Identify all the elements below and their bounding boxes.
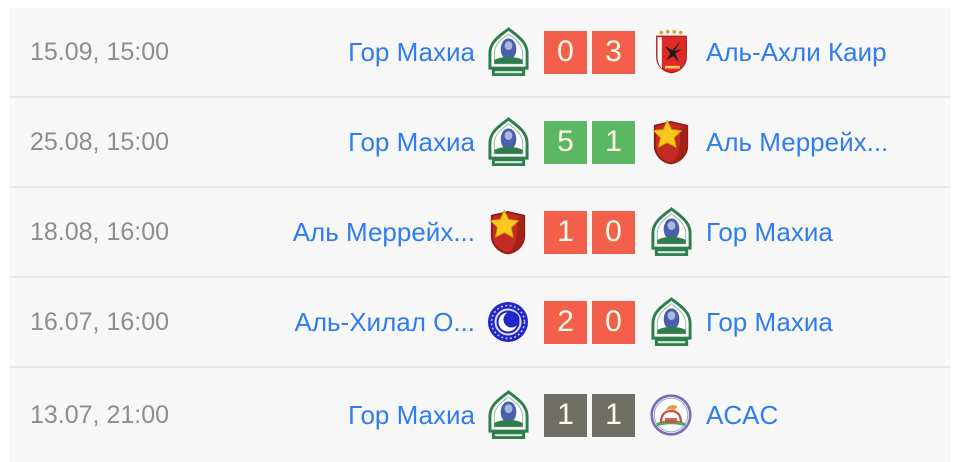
home-team-cell: Гор Махиа (182, 116, 531, 168)
away-team-name[interactable]: Гор Махиа (706, 306, 833, 337)
away-score: 1 (592, 120, 635, 164)
away-team-name[interactable]: Аль-Ахли Каир (706, 36, 887, 67)
away-team-name[interactable]: Гор Махиа (706, 216, 833, 247)
home-score: 2 (544, 300, 587, 344)
home-team-cell: Аль-Хилал О... (182, 296, 531, 348)
gor-mahia-logo-icon[interactable] (648, 296, 694, 348)
home-team-name[interactable]: Аль-Хилал О... (294, 306, 475, 337)
al-merrikh-logo-icon[interactable] (485, 206, 531, 258)
gor-mahia-logo-icon[interactable] (485, 389, 531, 441)
match-row[interactable]: 13.07, 21:00 Гор Махиа 1 1 ACAC (10, 368, 950, 462)
away-team-cell: Гор Махиа (648, 296, 950, 348)
match-row[interactable]: 25.08, 15:00 Гор Махиа 5 1 Аль Меррейх..… (10, 98, 950, 188)
gor-mahia-logo-icon[interactable] (485, 116, 531, 168)
home-team-name[interactable]: Гор Махиа (348, 399, 475, 430)
home-score: 1 (544, 393, 587, 437)
home-team-cell: Гор Махиа (182, 389, 531, 441)
score-cell: 2 0 (544, 300, 635, 344)
score-cell: 5 1 (544, 120, 635, 164)
home-team-name[interactable]: Гор Махиа (348, 36, 475, 67)
away-score: 3 (592, 30, 635, 74)
match-row[interactable]: 18.08, 16:00 Аль Меррейх... 1 0 Гор Махи… (10, 188, 950, 278)
home-team-name[interactable]: Гор Махиа (348, 126, 475, 157)
match-date: 25.08, 15:00 (30, 127, 170, 156)
home-team-cell: Аль Меррейх... (182, 206, 531, 258)
away-team-cell: Гор Махиа (648, 206, 950, 258)
gor-mahia-logo-icon[interactable] (485, 26, 531, 78)
match-list: 15.09, 15:00 Гор Махиа 0 3 Аль-Ахли Каир… (10, 8, 950, 462)
away-team-name[interactable]: Аль Меррейх... (706, 126, 889, 157)
al-merrikh-logo-icon[interactable] (648, 116, 694, 168)
match-date: 18.08, 16:00 (30, 217, 170, 246)
match-date: 13.07, 21:00 (30, 400, 170, 429)
score-cell: 0 3 (544, 30, 635, 74)
match-date: 16.07, 16:00 (30, 307, 170, 336)
score-cell: 1 1 (544, 393, 635, 437)
match-row[interactable]: 16.07, 16:00 Аль-Хилал О... 2 0 Гор Махи… (10, 278, 950, 368)
home-team-cell: Гор Махиа (182, 26, 531, 78)
home-team-name[interactable]: Аль Меррейх... (292, 216, 475, 247)
away-score: 0 (592, 300, 635, 344)
acac-logo-icon[interactable] (648, 389, 694, 441)
away-team-cell: Аль Меррейх... (648, 116, 950, 168)
score-cell: 1 0 (544, 210, 635, 254)
away-score: 1 (592, 393, 635, 437)
al-ahly-logo-icon[interactable] (648, 26, 694, 78)
gor-mahia-logo-icon[interactable] (648, 206, 694, 258)
away-team-cell: Аль-Ахли Каир (648, 26, 950, 78)
home-score: 5 (544, 120, 587, 164)
match-date: 15.09, 15:00 (30, 37, 170, 66)
away-team-name[interactable]: ACAC (706, 399, 779, 430)
away-team-cell: ACAC (648, 389, 950, 441)
match-row[interactable]: 15.09, 15:00 Гор Махиа 0 3 Аль-Ахли Каир (10, 8, 950, 98)
away-score: 0 (592, 210, 635, 254)
home-score: 1 (544, 210, 587, 254)
home-score: 0 (544, 30, 587, 74)
al-hilal-logo-icon[interactable] (485, 296, 531, 348)
